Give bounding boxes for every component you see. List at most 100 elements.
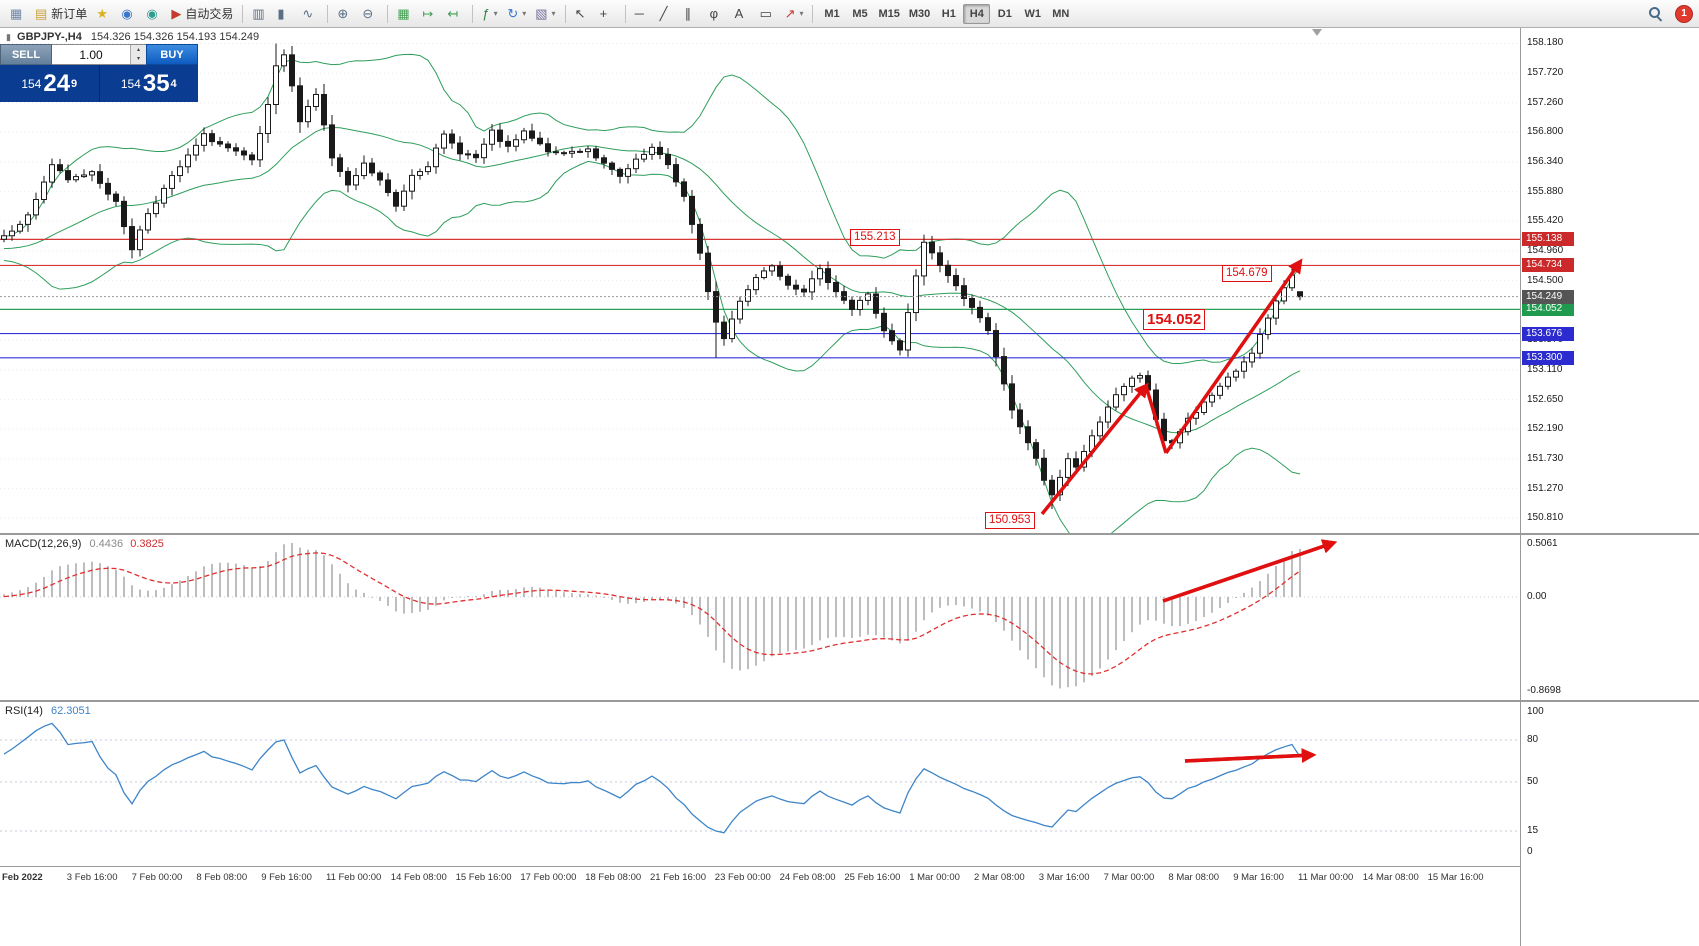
bar-chart-button[interactable]: ▥ (248, 3, 272, 25)
timeframe-d1-button[interactable]: D1 (991, 4, 1018, 24)
rsi-scale-label: 0 (1527, 846, 1533, 857)
volume-input[interactable] (52, 45, 130, 64)
time-axis-label: 25 Feb 16:00 (844, 872, 901, 883)
timeframe-m15-button[interactable]: M15 (874, 4, 903, 24)
price-axis-label: 157.720 (1527, 67, 1564, 79)
trend-arrow (1040, 382, 1149, 516)
price-tag: 153.300 (1522, 350, 1574, 365)
timeframe-h1-button[interactable]: H1 (935, 4, 962, 24)
time-axis-label: 1 Mar 00:00 (909, 872, 960, 883)
rsi-scale-label: 15 (1527, 825, 1539, 836)
price-axis[interactable]: 158.180 157.720 157.260 156.800 156.340 155.8… (1520, 28, 1699, 946)
timeframe-m1-button[interactable]: M1 (818, 4, 845, 24)
macd-label: MACD(12,26,9) (5, 538, 82, 550)
macd-chart-canvas[interactable] (0, 535, 1520, 700)
price-panel: 155.213 154.679 154.052 150.953 ▮ GBPJPY-,H… (0, 28, 1520, 533)
crosshair-button[interactable]: + (596, 3, 620, 25)
text-button[interactable]: A (731, 3, 755, 25)
macd-panel: MACD(12,26,9) 0.4436 0.3825 (0, 535, 1520, 700)
line-chart-button[interactable]: ∿ (298, 3, 322, 25)
time-axis-label: 15 Feb 16:00 (455, 872, 512, 883)
new-chart-button[interactable]: ▦ (6, 3, 30, 25)
panel-splitter[interactable] (0, 700, 1699, 702)
mql5-button[interactable]: ◉ (117, 3, 141, 25)
panel-splitter[interactable] (0, 533, 1699, 535)
notification-badge[interactable]: 1 (1675, 4, 1693, 23)
time-axis[interactable]: Feb 2022 3 Feb 16:00 7 Feb 00:00 8 Feb 08:0… (0, 866, 1699, 891)
toolbar-separator (564, 4, 566, 23)
cursor-button[interactable]: ↖ (571, 3, 595, 25)
sell-button[interactable]: SELL (0, 44, 52, 65)
favorites-button[interactable]: ★ (92, 3, 116, 25)
price-chart-canvas[interactable] (0, 28, 1520, 533)
timeframe-mn-button[interactable]: MN (1047, 4, 1074, 24)
volume-spinner: ▴ ▾ (130, 45, 146, 64)
zoom-out-button[interactable]: ⊖ (358, 3, 382, 25)
time-axis-label: 21 Feb 16:00 (650, 872, 706, 883)
trendline-icon: ╱ (659, 5, 668, 21)
zoom-in-button[interactable]: ⊕ (333, 3, 357, 25)
toolbar: ▦ ▤ 新订单 ★ ◉ ◉ ▶ 自动交易 ▥ ▮ ∿ ⊕ ⊖ ▦ ↦ ↤ ƒ ▾ ↻ ▾ ▧ ▾ ↖ + ─ ╱ ∥ φ A ▭ ↗ ▾ M1 M… (0, 0, 1699, 28)
community-button[interactable]: ◉ (142, 3, 166, 25)
price-axis-label: 155.880 (1527, 185, 1564, 197)
price-axis-label: 151.270 (1527, 482, 1564, 494)
rsi-scale-label: 100 (1527, 706, 1544, 717)
templates-icon: ▧ (535, 5, 548, 21)
new-order-button[interactable]: ▤ 新订单 (31, 3, 91, 25)
fibonacci-button[interactable]: φ (706, 3, 730, 25)
trendline-button[interactable]: ╱ (656, 3, 680, 25)
indicators-icon: ƒ (482, 6, 490, 21)
chart-symbol: GBPJPY-,H4 (17, 31, 82, 43)
price-axis-label: 156.340 (1527, 155, 1564, 167)
indicators-button[interactable]: ƒ ▾ (478, 3, 502, 25)
buy-price-prefix: 154 (120, 76, 141, 91)
sell-price[interactable]: 154 24 9 (0, 65, 100, 102)
horizontal-line-button[interactable]: ─ (631, 3, 655, 25)
macd-scale-label: -0.8698 (1527, 685, 1561, 696)
volume-up-button[interactable]: ▴ (131, 45, 146, 55)
new-order-icon: ▤ (35, 5, 48, 21)
timeframe-m5-button[interactable]: M5 (846, 4, 873, 24)
chart-shift-button[interactable]: ↤ (443, 3, 467, 25)
new-chart-icon: ▦ (10, 5, 23, 21)
price-axis-label: 156.800 (1527, 126, 1564, 138)
periods-button[interactable]: ↻ ▾ (503, 3, 530, 25)
trend-arrow (1144, 385, 1168, 454)
tile-windows-button[interactable]: ▦ (393, 3, 417, 25)
search-button[interactable] (1643, 3, 1667, 25)
auto-scroll-button[interactable]: ↦ (418, 3, 442, 25)
buy-button[interactable]: BUY (146, 44, 198, 65)
time-axis-label: 24 Feb 08:00 (779, 872, 836, 883)
buy-price[interactable]: 154 35 4 (100, 65, 199, 102)
volume-down-button[interactable]: ▾ (131, 54, 146, 64)
favorites-icon: ★ (96, 5, 108, 21)
autotrading-button-label: 自动交易 (185, 7, 234, 21)
label-button[interactable]: ▭ (756, 3, 780, 25)
zoom-in-icon: ⊕ (337, 5, 349, 21)
rsi-value: 62.3051 (50, 705, 91, 717)
dropdown-caret-icon: ▾ (551, 9, 556, 18)
candlestick-chart-button[interactable]: ▮ (273, 3, 297, 25)
toolbar-separator (327, 4, 329, 23)
timeframe-w1-button[interactable]: W1 (1019, 4, 1046, 24)
timeframe-h4-button[interactable]: H4 (963, 3, 991, 24)
zoom-out-icon: ⊖ (362, 5, 374, 21)
templates-button[interactable]: ▧ ▾ (531, 3, 559, 25)
periods-icon: ↻ (507, 5, 519, 21)
dropdown-caret-icon: ▾ (493, 9, 498, 18)
rsi-scale-label: 80 (1527, 734, 1539, 745)
trend-arrow (1184, 748, 1317, 763)
arrows-button[interactable]: ↗ ▾ (781, 3, 808, 25)
time-axis-label: 7 Mar 00:00 (1103, 872, 1155, 883)
time-axis-label: 3 Feb 16:00 (66, 872, 118, 883)
sell-price-prefix: 154 (21, 76, 42, 91)
price-axis-label: 152.650 (1527, 393, 1564, 405)
autotrading-button[interactable]: ▶ 自动交易 (167, 3, 237, 25)
timeframe-m30-button[interactable]: M30 (905, 4, 934, 24)
toolbar-buttons: ▦ ▤ 新订单 ★ ◉ ◉ ▶ 自动交易 ▥ ▮ ∿ ⊕ ⊖ ▦ ↦ ↤ ƒ ▾ ↻ ▾ ▧ ▾ ↖ + ─ ╱ ∥ φ A ▭ ↗ ▾ M1 M… (6, 3, 1074, 25)
equidistant-channel-button[interactable]: ∥ (681, 3, 705, 25)
rsi-chart-canvas[interactable] (0, 702, 1520, 866)
toolbar-separator (387, 4, 389, 23)
toolbar-separator (472, 4, 474, 23)
